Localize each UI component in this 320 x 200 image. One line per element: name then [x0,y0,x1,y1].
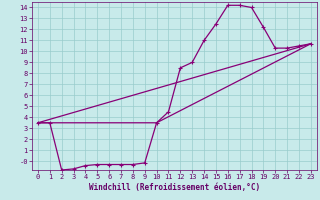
X-axis label: Windchill (Refroidissement éolien,°C): Windchill (Refroidissement éolien,°C) [89,183,260,192]
